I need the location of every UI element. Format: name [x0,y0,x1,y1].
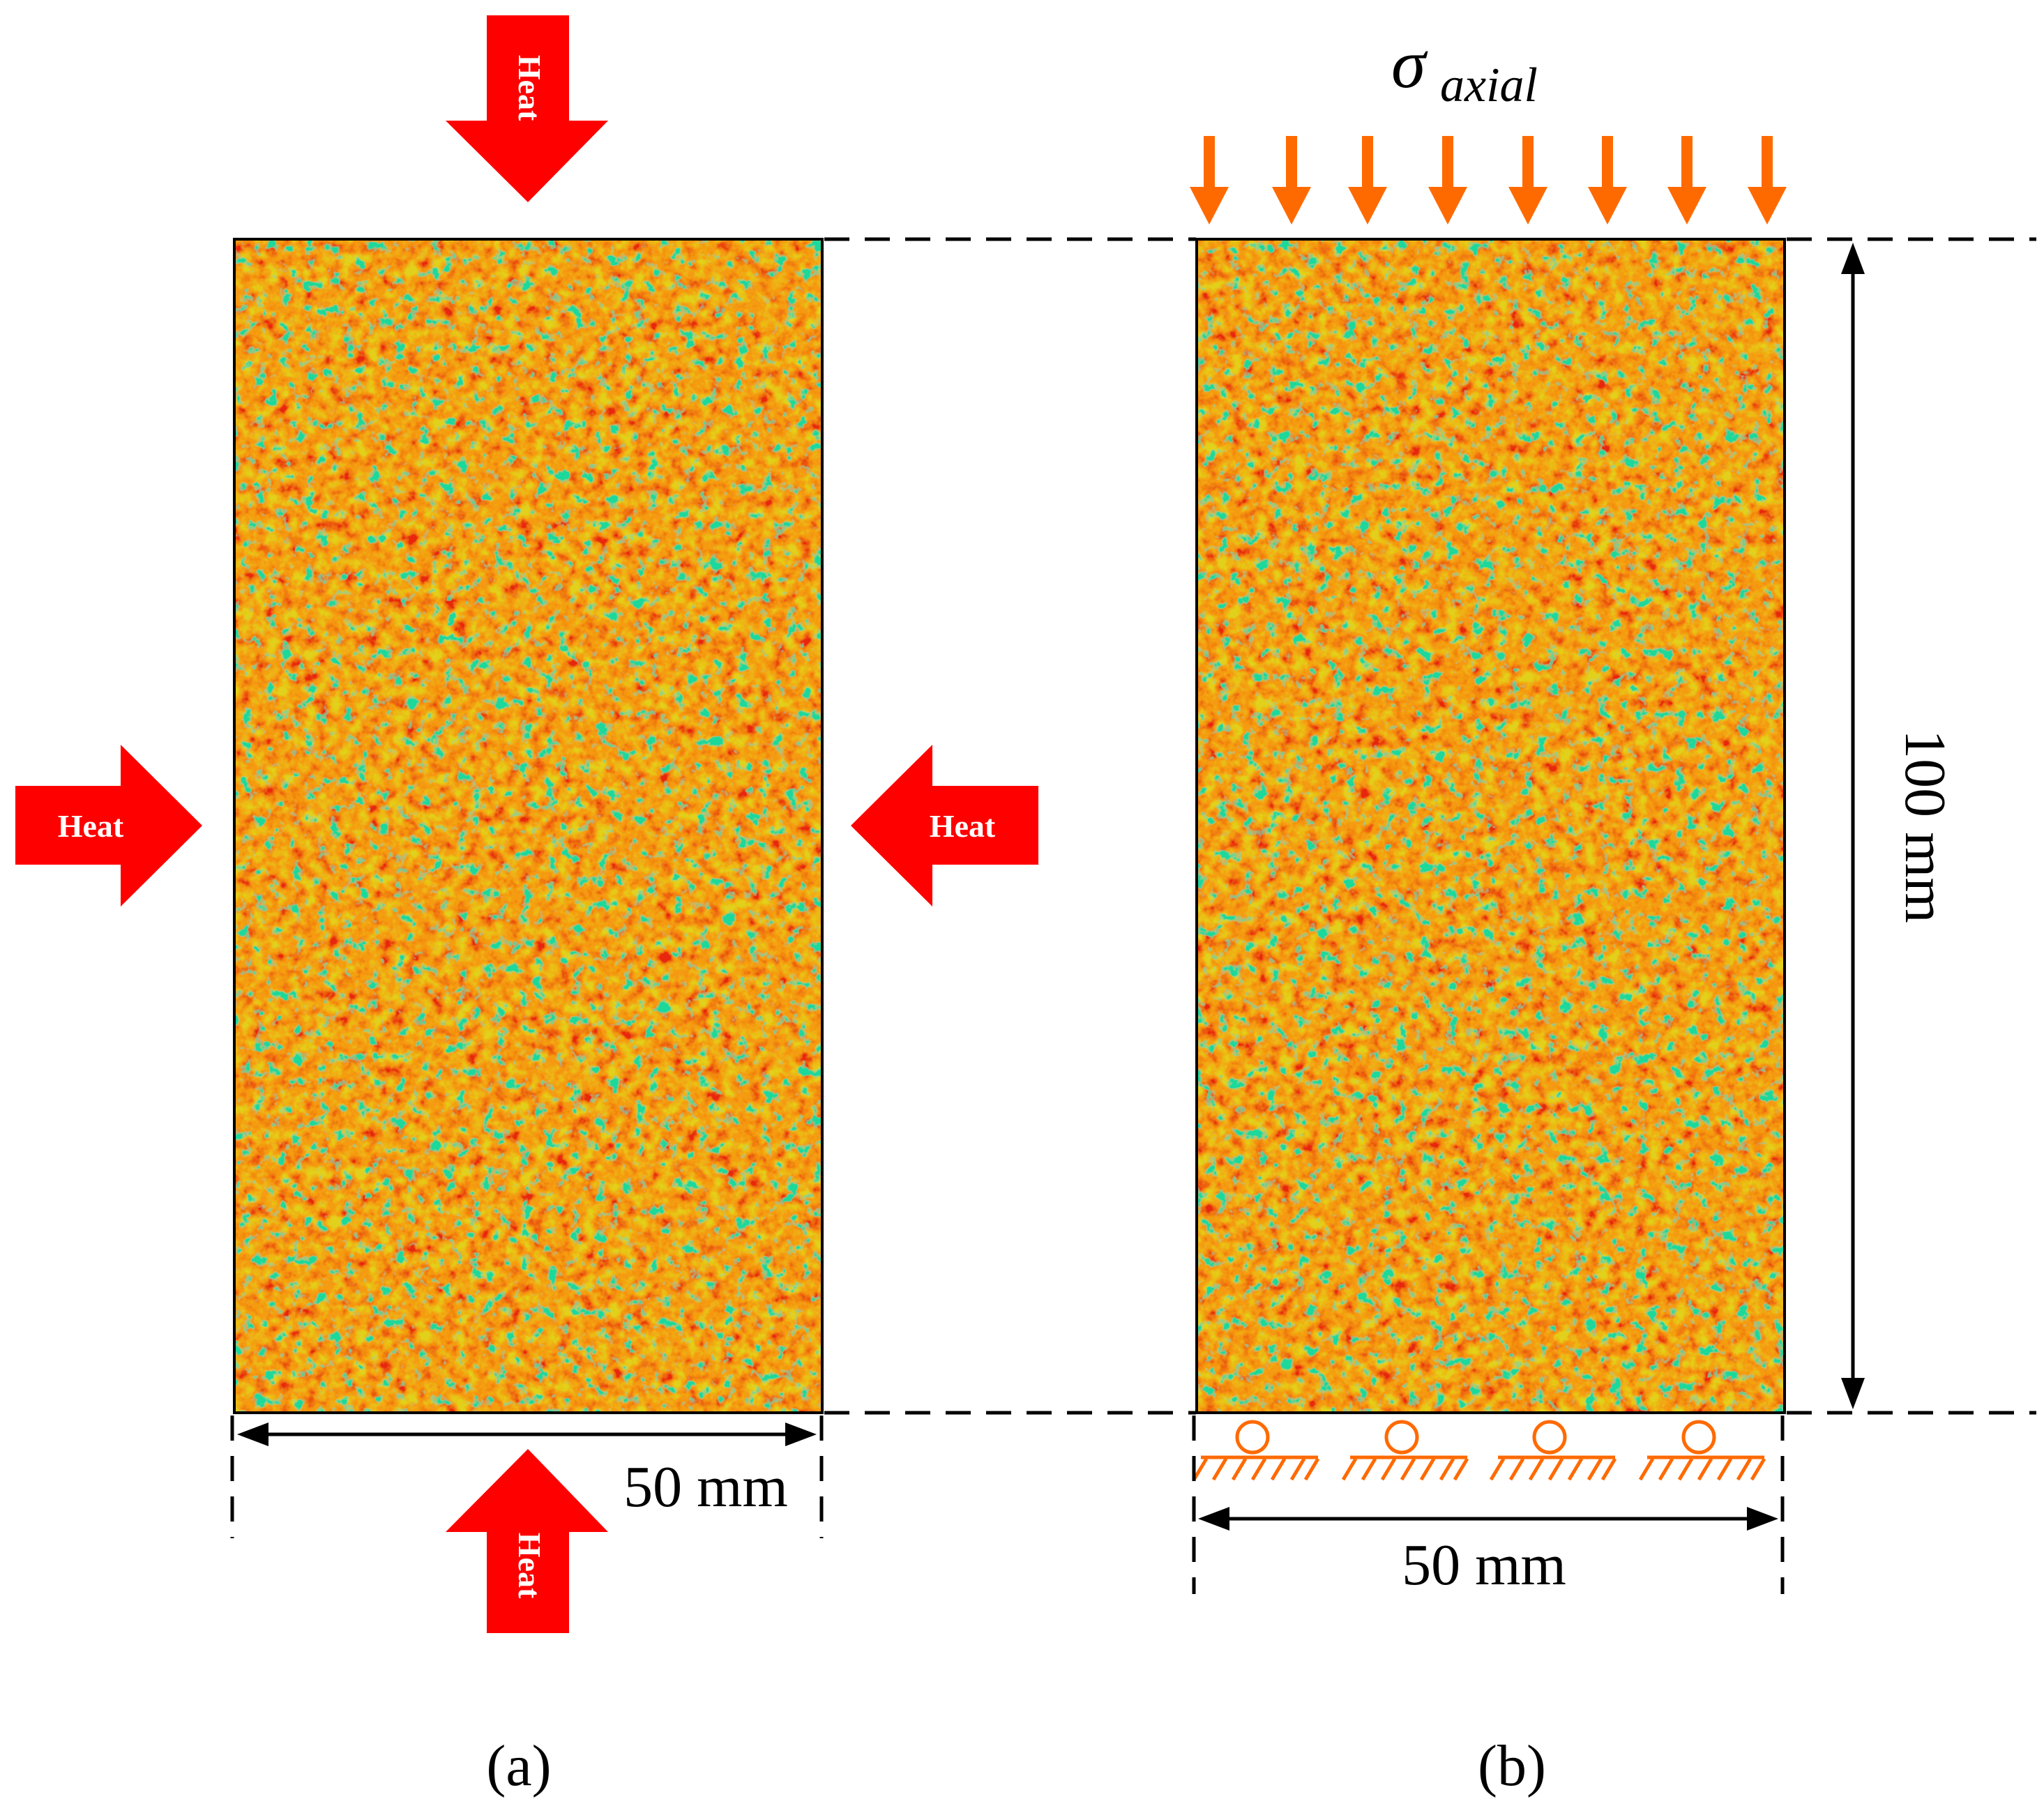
heat-label-bottom: Heat [512,1533,547,1599]
load-arrow [1272,136,1311,225]
roller-support [1192,1420,1320,1481]
width-dimension-a [230,1416,824,1538]
width-label-a: 50 mm [623,1455,788,1519]
heat-arrow-bottom: Heat [446,1449,608,1633]
load-arrow [1190,136,1229,225]
width-label-b: 50 mm [1402,1533,1566,1598]
load-arrow [1588,136,1627,225]
height-dimension [1841,243,1865,1409]
roller-support [1341,1420,1469,1481]
roller-support [1638,1420,1766,1481]
panel-a: Heat Heat Heat Heat 50 mm (a) [15,15,1038,1798]
specimen-b [1197,239,1785,1413]
axial-stress-label: σ axial [1391,25,1538,112]
load-arrow [1348,136,1387,225]
roller-supports [1192,1420,1766,1481]
heat-label-left: Heat [58,808,124,844]
sigma-symbol: σ [1391,25,1428,103]
width-dimension-b [1192,1416,1785,1594]
load-arrow [1428,136,1467,225]
panel-b: σ axial [1190,25,1958,1798]
load-arrow [1748,136,1787,225]
load-arrow [1508,136,1547,225]
sigma-subscript: axial [1440,59,1538,112]
heat-label-right: Heat [930,808,996,844]
axial-load-arrows [1190,136,1787,225]
heat-arrow-top: Heat [446,15,608,202]
roller-support [1489,1420,1617,1481]
height-label: 100 mm [1893,729,1958,923]
dashed-guides [824,237,2036,1415]
heat-label-top: Heat [512,55,547,121]
specimen-a [234,239,822,1413]
caption-a: (a) [486,1734,551,1798]
specimen-a-border [233,238,824,1414]
heat-arrow-right: Heat [851,745,1038,906]
caption-b: (b) [1478,1734,1546,1798]
load-arrow [1667,136,1706,225]
specimen-b-border [1195,238,1786,1414]
heat-arrow-left: Heat [15,745,202,906]
